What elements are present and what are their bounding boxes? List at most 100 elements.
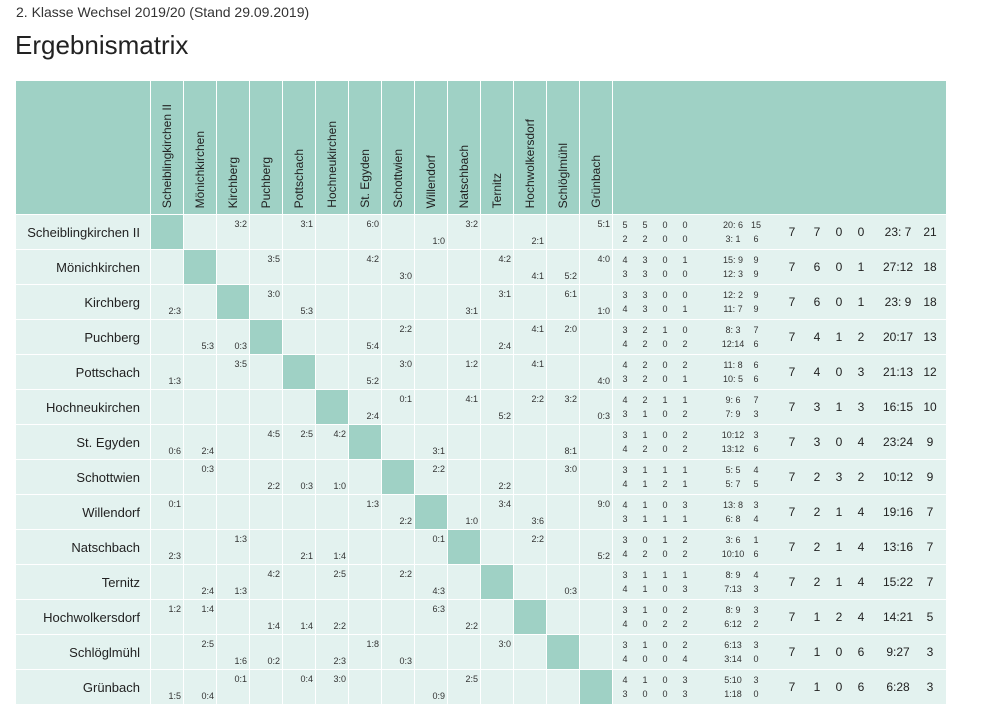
result-cell: 2:5 bbox=[447, 669, 481, 705]
team-stats: 3 1 1 1 5: 5 4 4 1 2 1 5: 7 5 7 2 3 2 10:12 9 bbox=[612, 459, 947, 495]
total-stat-value: 6 bbox=[813, 260, 821, 274]
away-score: 3:1 bbox=[465, 306, 478, 316]
away-score: 1:5 bbox=[168, 691, 181, 701]
away-stat-value: 3 bbox=[622, 409, 628, 419]
column-header: Natschbach bbox=[447, 80, 481, 215]
result-cell: 2:2 bbox=[381, 564, 415, 600]
total-stat-value: 9 bbox=[926, 470, 934, 484]
result-cell bbox=[414, 354, 448, 390]
result-cell: 5:4 bbox=[348, 319, 382, 355]
away-stat-value: 2 bbox=[642, 234, 648, 244]
away-score: 1:0 bbox=[432, 236, 445, 246]
total-stat-value: 7 bbox=[788, 260, 796, 274]
home-stat-value: 3: 6 bbox=[725, 535, 741, 545]
away-stat-value: 4 bbox=[622, 584, 628, 594]
result-cell bbox=[381, 214, 415, 250]
away-stat-value: 4 bbox=[622, 479, 628, 489]
result-cell: 2:2 bbox=[381, 319, 415, 355]
total-stat-value: 15:22 bbox=[882, 575, 914, 589]
total-stat-value: 19:16 bbox=[882, 505, 914, 519]
away-score: 5:4 bbox=[366, 341, 379, 351]
result-cell: 0:4 bbox=[282, 669, 316, 705]
result-cell: 2:5 bbox=[183, 634, 217, 670]
home-stat-value: 4 bbox=[753, 465, 759, 475]
column-header: Ternitz bbox=[480, 80, 514, 215]
home-stat-value: 2 bbox=[682, 605, 688, 615]
away-stat-value: 0 bbox=[662, 269, 668, 279]
result-cell: 1:8 bbox=[348, 634, 382, 670]
total-stat-value: 9 bbox=[926, 435, 934, 449]
result-cell bbox=[579, 634, 613, 670]
diagonal-cell bbox=[414, 494, 448, 530]
away-score: 2:2 bbox=[267, 481, 280, 491]
away-stat-value: 0 bbox=[662, 584, 668, 594]
matrix-row: Scheiblingkirchen II 3:2 3:1 6:0 1:0 3:2 2:1 5:… bbox=[15, 214, 947, 250]
diagonal-cell bbox=[546, 634, 580, 670]
result-cell: 2:2 bbox=[513, 529, 547, 565]
away-stat-value: 2 bbox=[682, 339, 688, 349]
result-cell: 3:1 bbox=[414, 424, 448, 460]
home-stat-value: 3 bbox=[622, 570, 628, 580]
total-stat-value: 1 bbox=[835, 330, 843, 344]
team-stats: 3 1 0 2 10:12 3 4 2 0 2 13:12 6 7 3 0 4 23:24 9 bbox=[612, 424, 947, 460]
result-cell: 2:2 bbox=[381, 494, 415, 530]
result-cell: 2:4 bbox=[183, 424, 217, 460]
away-stat-value: 1 bbox=[642, 514, 648, 524]
column-header-label: St. Egyden bbox=[358, 149, 372, 208]
home-stat-value: 1 bbox=[662, 570, 668, 580]
total-stat-value: 3 bbox=[813, 400, 821, 414]
total-stat-value: 4 bbox=[857, 505, 865, 519]
result-cell: 2:3 bbox=[315, 634, 349, 670]
away-stat-value: 0 bbox=[642, 619, 648, 629]
result-cell: 2:4 bbox=[183, 564, 217, 600]
result-cell: 3:2 bbox=[546, 389, 580, 425]
result-cell bbox=[546, 494, 580, 530]
home-stat-value: 3 bbox=[753, 605, 759, 615]
home-score: 2:2 bbox=[531, 394, 544, 404]
home-score: 0:1 bbox=[432, 534, 445, 544]
home-stat-value: 0 bbox=[682, 220, 688, 230]
result-cell bbox=[546, 354, 580, 390]
home-stat-value: 1 bbox=[682, 255, 688, 265]
home-stat-value: 1 bbox=[642, 605, 648, 615]
home-stat-value: 3 bbox=[753, 640, 759, 650]
total-stat-value: 2 bbox=[857, 470, 865, 484]
away-stat-value: 2 bbox=[753, 619, 759, 629]
result-cell: 3:1 bbox=[447, 284, 481, 320]
result-cell bbox=[216, 459, 250, 495]
diagonal-cell bbox=[183, 249, 217, 285]
row-team-name: Willendorf bbox=[15, 494, 151, 530]
diagonal-cell bbox=[150, 214, 184, 250]
result-cell bbox=[513, 634, 547, 670]
home-stat-value: 0 bbox=[662, 430, 668, 440]
row-team-name: Hochwolkersdorf bbox=[15, 599, 151, 635]
diagonal-cell bbox=[513, 599, 547, 635]
result-cell: 5:2 bbox=[579, 529, 613, 565]
result-cell bbox=[282, 634, 316, 670]
away-score: 4:0 bbox=[597, 376, 610, 386]
home-stat-value: 0 bbox=[662, 500, 668, 510]
result-cell: 4:2 bbox=[249, 564, 283, 600]
result-cell bbox=[546, 529, 580, 565]
home-score: 4:2 bbox=[498, 254, 511, 264]
home-stat-value: 3 bbox=[642, 290, 648, 300]
total-stat-value: 7 bbox=[788, 610, 796, 624]
diagonal-cell bbox=[447, 529, 481, 565]
result-cell bbox=[249, 214, 283, 250]
result-cell: 1:4 bbox=[183, 599, 217, 635]
total-stat-value: 1 bbox=[813, 645, 821, 659]
result-cell: 0:6 bbox=[150, 424, 184, 460]
home-score: 2:5 bbox=[300, 429, 313, 439]
column-header-label: Schottwien bbox=[391, 149, 405, 208]
total-stat-value: 7 bbox=[788, 540, 796, 554]
result-cell: 6:0 bbox=[348, 214, 382, 250]
diagonal-cell bbox=[282, 354, 316, 390]
home-score: 9:0 bbox=[597, 499, 610, 509]
home-stat-value: 13: 8 bbox=[722, 500, 744, 510]
page-subtitle: 2. Klasse Wechsel 2019/20 (Stand 29.09.2… bbox=[16, 4, 310, 20]
total-stat-value: 7 bbox=[926, 575, 934, 589]
total-stat-value: 0 bbox=[835, 680, 843, 694]
result-cell bbox=[480, 529, 514, 565]
